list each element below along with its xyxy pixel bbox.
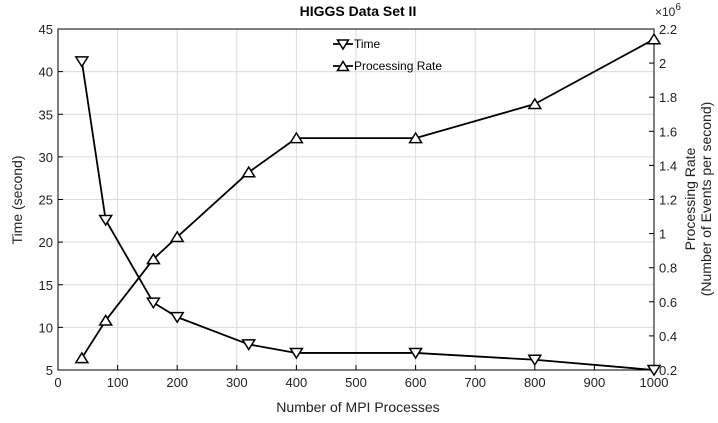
x-tick-label: 500 (345, 375, 367, 390)
y-right-axis-title-line2: (Number of Events per second) (698, 102, 714, 297)
legend-rate-marker (336, 60, 350, 72)
x-tick-label: 1000 (640, 375, 669, 390)
y-left-tick-label: 30 (39, 150, 53, 165)
y-right-tick-label: 0.6 (659, 295, 677, 310)
data-point-processing-rate (169, 230, 185, 243)
axis-ticks: 0 100 200 300 400 500 600 700 800 900 1000 5 10 15 20 2… (39, 22, 678, 390)
y-left-tick-label: 20 (39, 235, 53, 250)
x-tick-label: 300 (226, 375, 248, 390)
data-point-time (98, 214, 114, 227)
y-left-tick-label: 10 (39, 320, 53, 335)
y-right-tick-label: 1.2 (659, 193, 677, 208)
series-line-time (80, 61, 655, 371)
y-right-tick-label: 0.4 (659, 329, 677, 344)
data-point-time (289, 347, 304, 360)
x-tick-label: 0 (54, 375, 61, 390)
y-right-tick-label: 1.6 (659, 124, 677, 139)
legend-rate-label: Processing Rate (354, 59, 442, 73)
y-right-tick-label: 2.2 (659, 22, 677, 37)
x-tick-label: 700 (464, 375, 486, 390)
data-point-processing-rate (146, 252, 161, 265)
grid (57, 28, 655, 371)
x-tick-label: 400 (286, 375, 308, 390)
right-axis-multiplier-base: ×10 (655, 5, 676, 19)
x-tick-label: 200 (166, 375, 188, 390)
data-point-time (646, 364, 662, 377)
y-left-tick-label: 15 (39, 278, 53, 293)
y-left-tick-label: 25 (39, 193, 53, 208)
right-axis-multiplier-exponent: 6 (675, 2, 681, 13)
data-point-time (74, 56, 90, 68)
y-right-tick-label: 1.8 (659, 90, 677, 105)
data-point-processing-rate (646, 32, 662, 45)
legend-time-marker (336, 39, 350, 51)
y-right-tick-label: 1.4 (659, 158, 677, 173)
data-point-time (241, 339, 257, 351)
y-left-tick-label: 45 (39, 22, 53, 37)
y-left-tick-label: 35 (39, 107, 53, 122)
series-layer (74, 32, 662, 377)
series-line-processing-rate (81, 38, 655, 359)
y-right-tick-label: 1 (659, 227, 666, 242)
data-point-processing-rate (408, 131, 423, 144)
data-point-time (169, 311, 185, 324)
y-left-tick-label: 5 (46, 363, 53, 378)
legend: Time Processing Rate (333, 37, 442, 73)
x-tick-label: 900 (584, 375, 606, 390)
data-point-time (146, 297, 161, 310)
data-point-processing-rate (289, 131, 304, 144)
y-right-tick-label: 0.8 (659, 261, 677, 276)
y-right-tick-label: 0.2 (659, 363, 677, 378)
x-tick-label: 800 (524, 375, 546, 390)
y-left-tick-label: 40 (39, 65, 53, 80)
x-axis-title: Number of MPI Processes (276, 399, 439, 415)
data-point-processing-rate (241, 165, 257, 178)
data-point-processing-rate (74, 351, 90, 364)
x-tick-label: 600 (405, 375, 427, 390)
x-tick-label: 100 (107, 375, 129, 390)
right-axis-multiplier: ×106 (655, 2, 681, 19)
y-right-axis-title-line1: Processing Rate (682, 147, 698, 250)
legend-time-label: Time (354, 37, 381, 51)
data-point-time (527, 354, 543, 367)
data-point-processing-rate (98, 314, 114, 326)
y-left-axis-title: Time (second) (9, 156, 25, 245)
chart-title: HIGGS Data Set II (300, 3, 417, 19)
data-point-time (408, 347, 423, 360)
data-point-processing-rate (527, 97, 543, 110)
y-right-tick-label: 2 (659, 56, 666, 71)
